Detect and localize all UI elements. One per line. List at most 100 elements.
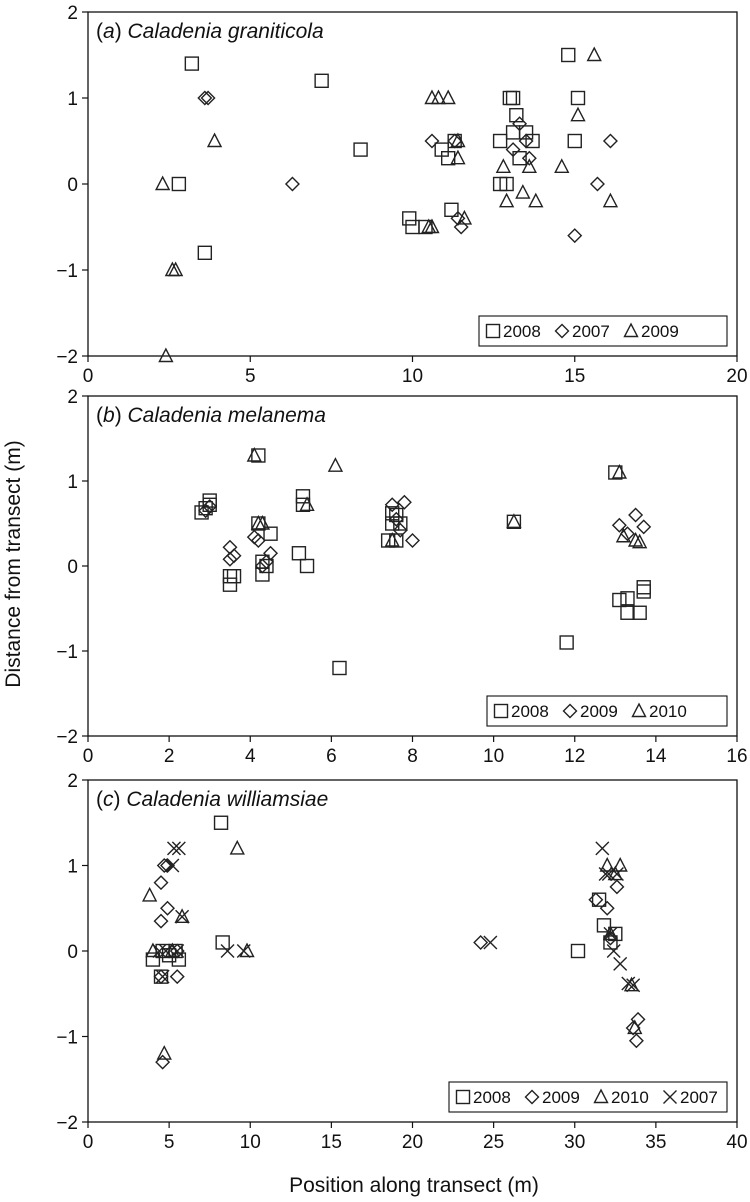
y-tick-label: 2 bbox=[67, 387, 78, 408]
point-2009 bbox=[599, 900, 615, 916]
x-tick-label: 5 bbox=[245, 366, 256, 387]
legend-marker-2009 bbox=[562, 703, 578, 719]
point-2008 bbox=[353, 142, 368, 157]
point-2009 bbox=[528, 192, 544, 208]
point-2008 bbox=[603, 935, 618, 950]
point-2009 bbox=[628, 507, 644, 523]
y-tick-label: 1 bbox=[67, 857, 78, 878]
point-2007 bbox=[236, 944, 251, 958]
point-2007 bbox=[166, 841, 181, 856]
point-2009 bbox=[167, 261, 184, 277]
point-2010 bbox=[156, 1045, 172, 1060]
panel-title: (a) Caladenia graniticola bbox=[96, 20, 324, 43]
point-2008 bbox=[612, 592, 627, 608]
y-axis-title: Distance from transect (m) bbox=[2, 440, 25, 687]
panel-title: (c) Caladenia williamsiae bbox=[96, 788, 328, 811]
point-2010 bbox=[615, 527, 632, 543]
point-2007 bbox=[284, 176, 300, 192]
legend-box bbox=[448, 1081, 728, 1113]
y-tick-label: 1 bbox=[67, 89, 78, 110]
point-2007 bbox=[602, 133, 618, 149]
point-2008 bbox=[299, 558, 315, 574]
x-tick-label: 15 bbox=[321, 1132, 342, 1153]
legend-marker-2009 bbox=[623, 322, 639, 338]
point-2010 bbox=[174, 908, 190, 923]
x-tick-label: 4 bbox=[245, 746, 256, 767]
x-tick-label: 8 bbox=[407, 746, 418, 767]
point-2009 bbox=[515, 184, 531, 199]
point-2009 bbox=[456, 209, 473, 225]
x-tick-label: 2 bbox=[164, 746, 175, 767]
point-2007 bbox=[595, 841, 610, 856]
point-2009 bbox=[430, 89, 447, 105]
series-2007 bbox=[197, 90, 618, 244]
point-2007 bbox=[518, 133, 534, 149]
legend-box bbox=[478, 315, 728, 347]
point-2009 bbox=[602, 192, 619, 208]
point-2007 bbox=[621, 976, 636, 991]
point-2008 bbox=[385, 506, 400, 521]
y-tick-label: 0 bbox=[67, 175, 78, 196]
point-2009 bbox=[450, 149, 466, 165]
point-2010 bbox=[229, 839, 245, 855]
point-2010 bbox=[627, 1019, 643, 1035]
series-2009 bbox=[154, 46, 619, 363]
point-2008 bbox=[505, 90, 521, 106]
point-2010 bbox=[246, 446, 262, 462]
point-2007 bbox=[567, 228, 583, 244]
point-2009 bbox=[392, 522, 408, 538]
y-tick-label: 2 bbox=[67, 3, 78, 24]
point-2008 bbox=[492, 133, 508, 149]
point-2009 bbox=[153, 875, 169, 891]
point-2008 bbox=[226, 569, 242, 584]
point-2009 bbox=[222, 551, 238, 567]
point-2007 bbox=[505, 142, 521, 158]
point-2009 bbox=[450, 132, 466, 148]
point-2009 bbox=[619, 526, 635, 542]
point-2009 bbox=[554, 158, 570, 174]
point-2010 bbox=[384, 531, 400, 547]
legend-marker-2010 bbox=[631, 702, 647, 718]
x-tick-label: 10 bbox=[402, 366, 423, 387]
point-2008 bbox=[570, 943, 586, 959]
point-2007 bbox=[158, 944, 173, 958]
point-2007 bbox=[603, 926, 618, 941]
x-tick-label: 35 bbox=[645, 1132, 666, 1153]
point-2009 bbox=[154, 175, 171, 191]
panel-a: 0 5 10 15 20 −2 −1 0 1 2 (a) Caladenia graniticola… bbox=[56, 3, 747, 387]
point-2008 bbox=[506, 514, 522, 529]
point-2007 bbox=[175, 909, 190, 924]
legend-marker-2007 bbox=[554, 323, 570, 339]
legend-label-2010: 2010 bbox=[611, 1088, 649, 1107]
point-2009 bbox=[570, 106, 586, 122]
point-2007 bbox=[155, 969, 170, 984]
point-2009 bbox=[258, 554, 274, 570]
point-2007 bbox=[521, 150, 537, 166]
point-2007 bbox=[200, 90, 216, 106]
point-2010 bbox=[254, 514, 271, 530]
x-tick-label: 10 bbox=[240, 1132, 261, 1153]
point-2009 bbox=[521, 158, 537, 174]
point-2008 bbox=[145, 952, 161, 967]
point-2008 bbox=[213, 815, 229, 830]
point-2007 bbox=[626, 978, 641, 993]
point-2009 bbox=[611, 517, 627, 533]
series-2010 bbox=[142, 839, 643, 1060]
point-2009 bbox=[440, 89, 456, 105]
point-2008 bbox=[567, 133, 582, 149]
point-2007 bbox=[152, 944, 167, 958]
point-2008 bbox=[198, 501, 213, 516]
point-2008 bbox=[222, 577, 238, 592]
legend-label-2008: 2008 bbox=[511, 702, 549, 721]
point-2009 bbox=[169, 969, 185, 985]
legend-label-2010: 2010 bbox=[649, 702, 687, 721]
x-tick-label: 16 bbox=[726, 746, 747, 767]
y-tick-label: −1 bbox=[56, 261, 78, 282]
legend-label-2009: 2009 bbox=[641, 322, 679, 341]
legend-marker-2008 bbox=[493, 703, 509, 719]
point-2008 bbox=[620, 591, 635, 606]
point-2009 bbox=[588, 892, 604, 908]
point-2009 bbox=[424, 89, 440, 105]
y-tick-label: −2 bbox=[56, 727, 78, 748]
